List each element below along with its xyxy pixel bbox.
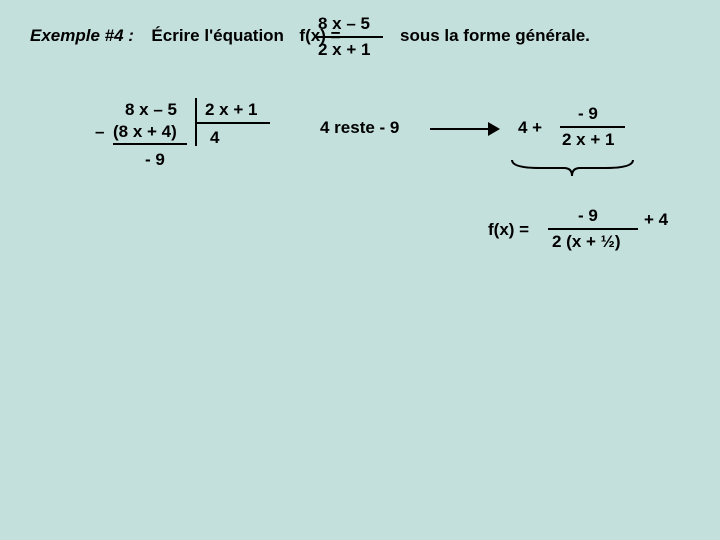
header-frac-denominator: 2 x + 1 [318, 40, 370, 60]
division-sub1: (8 x + 4) [113, 122, 177, 142]
mid-frac-den: 2 x + 1 [562, 130, 614, 150]
division-remainder: - 9 [145, 150, 165, 170]
arrow-head [488, 122, 500, 136]
division-dividend: 8 x – 5 [125, 100, 177, 120]
mid-frac-num: - 9 [578, 104, 598, 124]
mid-frac-line [560, 126, 625, 128]
division-quotient: 4 [210, 128, 219, 148]
division-minus: – [95, 122, 104, 142]
division-divisor: 2 x + 1 [205, 100, 257, 120]
final-frac-num: - 9 [578, 206, 598, 226]
header-frac-numerator: 8 x – 5 [318, 14, 370, 34]
instruction-text: Écrire l'équation [151, 26, 284, 45]
arrow-shaft [430, 128, 490, 130]
division-sub-line [113, 143, 187, 145]
division-hline [195, 122, 270, 124]
header-frac-line [315, 36, 383, 38]
final-fx: f(x) = [488, 220, 529, 240]
example-label: Exemple #4 : [30, 26, 134, 45]
final-frac-line [548, 228, 638, 230]
header-after-text: sous la forme générale. [400, 26, 590, 46]
final-frac-den: 2 (x + ½) [552, 232, 621, 252]
remainder-text: 4 reste - 9 [320, 118, 399, 138]
four-plus: 4 + [518, 118, 542, 138]
final-plus4: + 4 [644, 210, 668, 230]
brace-icon [510, 158, 635, 180]
